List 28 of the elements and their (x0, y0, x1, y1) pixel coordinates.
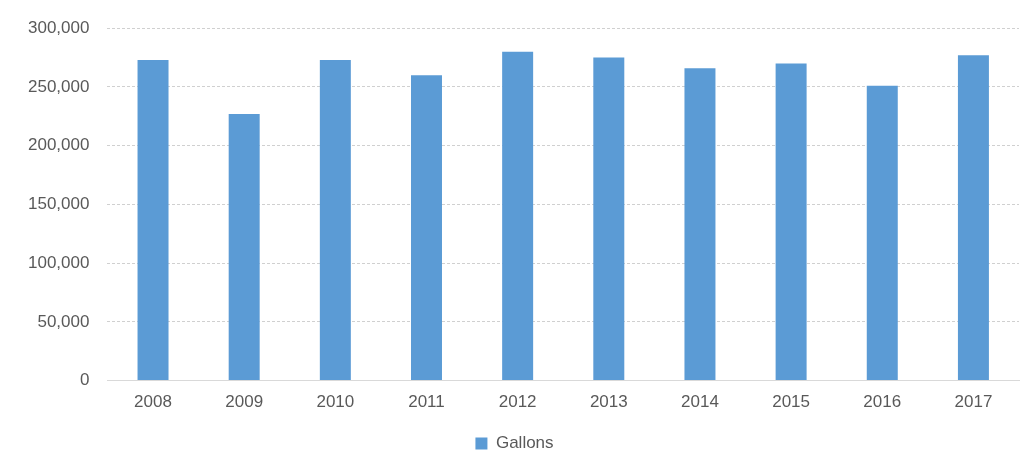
bar (957, 55, 989, 381)
bar (502, 51, 534, 381)
bar (228, 113, 260, 381)
x-tick-label: 2014 (681, 392, 719, 412)
bar (775, 63, 807, 381)
x-tick-label: 2016 (863, 392, 902, 412)
y-tick-label: 300,000 (28, 17, 90, 37)
legend-label: Gallons (495, 433, 554, 453)
bar (593, 57, 625, 381)
bar (319, 59, 351, 381)
x-tick-label: 2009 (225, 392, 264, 412)
x-tick-label: 2017 (954, 392, 993, 412)
y-tick-label: 150,000 (28, 194, 90, 214)
x-tick-label: 2011 (408, 392, 445, 412)
x-tick-label: 2012 (498, 392, 537, 412)
y-tick-label: 250,000 (28, 76, 90, 96)
y-tick-label: 100,000 (28, 252, 90, 272)
x-tick-label: 2013 (589, 392, 628, 412)
x-tick-label: 2010 (316, 392, 355, 412)
bar (866, 85, 898, 381)
y-tick-label: 200,000 (28, 135, 90, 155)
bar (684, 68, 716, 381)
y-tick-label: 0 (79, 370, 90, 390)
y-tick-label: 50,000 (37, 311, 90, 331)
x-tick-label: 2015 (772, 392, 811, 412)
bar (411, 75, 442, 381)
x-tick-label: 2008 (134, 392, 172, 412)
bar (137, 59, 169, 381)
